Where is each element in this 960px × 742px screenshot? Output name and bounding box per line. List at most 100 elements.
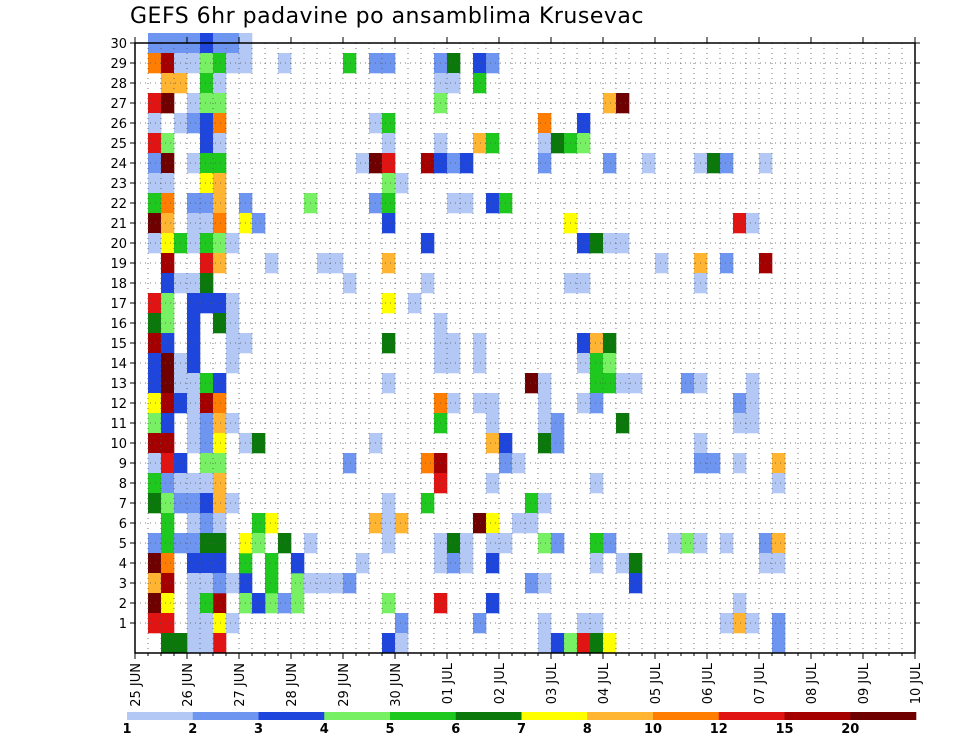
heatmap-cell (252, 513, 266, 534)
heatmap-cell (707, 453, 721, 474)
y-tick-label: 2 (119, 597, 127, 612)
legend-swatch (718, 712, 785, 720)
heatmap-cell (382, 633, 396, 654)
heatmap-cell (330, 253, 344, 274)
heatmap-cell (161, 573, 175, 594)
heatmap-cell (772, 473, 786, 494)
heatmap-cell (447, 353, 461, 374)
heatmap-cell (200, 633, 214, 654)
heatmap-cell (330, 573, 344, 594)
y-tick-label: 20 (110, 237, 127, 252)
heatmap-cell (590, 473, 604, 494)
heatmap-cell (187, 333, 201, 354)
heatmap-cell (772, 613, 786, 634)
heatmap-cell (213, 633, 227, 654)
heatmap-cell (252, 533, 266, 554)
heatmap-cell (213, 73, 227, 94)
heatmap-cell (213, 473, 227, 494)
heatmap-cell (317, 253, 331, 274)
heatmap-cell (616, 553, 630, 574)
heatmap-cell (161, 413, 175, 434)
heatmap-cell (577, 273, 591, 294)
legend-label: 12 (710, 722, 728, 737)
heatmap-cell (538, 413, 552, 434)
heatmap-cell (733, 613, 747, 634)
heatmap-cell (161, 513, 175, 534)
legend-swatch (258, 712, 325, 720)
heatmap-cell (148, 353, 162, 374)
heatmap-cell (148, 533, 162, 554)
heatmap-cell (226, 293, 240, 314)
heatmap-cell (187, 153, 201, 174)
heatmap-cell (161, 453, 175, 474)
y-tick-label: 23 (110, 177, 127, 192)
y-tick-label: 16 (110, 317, 127, 332)
y-tick-label: 5 (119, 537, 127, 552)
heatmap-cell (681, 533, 695, 554)
y-tick-label: 15 (110, 337, 127, 352)
heatmap-cell (447, 73, 461, 94)
heatmap-cell (161, 473, 175, 494)
heatmap-cell (200, 473, 214, 494)
heatmap-cell (187, 373, 201, 394)
heatmap-cell (148, 293, 162, 314)
heatmap-cell (200, 613, 214, 634)
heatmap-cell (525, 373, 539, 394)
heatmap-cell (733, 393, 747, 414)
heatmap-cell (200, 593, 214, 614)
heatmap-cell (200, 533, 214, 554)
heatmap-cell (226, 333, 240, 354)
x-tick-label: 10 JUL (909, 662, 924, 704)
heatmap-cell (213, 213, 227, 234)
heatmap-cell (746, 213, 760, 234)
heatmap-cell (148, 413, 162, 434)
heatmap-cell (213, 493, 227, 514)
heatmap-cell (382, 193, 396, 214)
heatmap-cell (148, 153, 162, 174)
heatmap-cell (538, 633, 552, 654)
heatmap-cell (200, 213, 214, 234)
y-tick-label: 28 (110, 77, 127, 92)
heatmap-cell (161, 133, 175, 154)
heatmap-cell (603, 533, 617, 554)
heatmap-cell (577, 113, 591, 134)
heatmap-cell (590, 233, 604, 254)
heatmap-cell (317, 573, 331, 594)
heatmap-cell (382, 213, 396, 234)
heatmap-cell (148, 53, 162, 74)
heatmap-cell (538, 393, 552, 414)
heatmap-cell (356, 153, 370, 174)
heatmap-cell (187, 573, 201, 594)
heatmap-cell (421, 233, 435, 254)
heatmap-cell (733, 593, 747, 614)
heatmap-cell (213, 133, 227, 154)
heatmap-cell (213, 573, 227, 594)
heatmap-cell (213, 373, 227, 394)
heatmap-cell (525, 513, 539, 534)
heatmap-cell (213, 513, 227, 534)
heatmap-cell (148, 193, 162, 214)
heatmap-cell (213, 553, 227, 574)
heatmap-cell (148, 173, 162, 194)
heatmap-cell (382, 593, 396, 614)
heatmap-cell (616, 93, 630, 114)
x-tick-label: 02 JUL (493, 662, 508, 704)
y-tick-label: 6 (119, 517, 127, 532)
heatmap-cell (486, 473, 500, 494)
legend-swatch (192, 712, 259, 720)
heatmap-cell (148, 393, 162, 414)
heatmap-cell (395, 613, 409, 634)
heatmap-cell (161, 173, 175, 194)
y-tick-label: 22 (110, 197, 127, 212)
heatmap-cell (382, 533, 396, 554)
heatmap-cell (148, 553, 162, 574)
heatmap-cell (226, 573, 240, 594)
heatmap-cell (564, 633, 578, 654)
legend-label: 8 (583, 722, 592, 737)
x-tick-label: 30 JUN (389, 663, 404, 707)
heatmap-cell (200, 373, 214, 394)
heatmap-cell (200, 73, 214, 94)
x-tick-label: 07 JUL (753, 662, 768, 704)
heatmap-cell (161, 193, 175, 214)
